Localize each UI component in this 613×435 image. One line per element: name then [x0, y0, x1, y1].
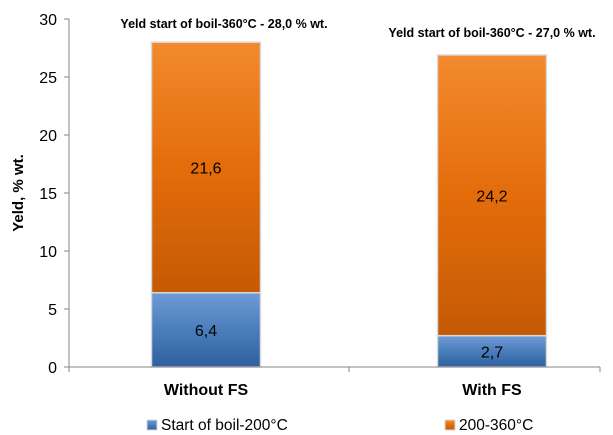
- legend-swatch-start-of-boil-200-c: [146, 419, 158, 431]
- data-label-with-fs-200-360-c: 24,2: [476, 188, 507, 205]
- data-label-with-fs-start-of-boil-200-c: 2,7: [481, 344, 503, 361]
- y-tick-label-5: 5: [48, 302, 57, 319]
- total-annotation-without-fs: Yeld start of boil-360°C - 28,0 % wt.: [120, 17, 327, 31]
- legend: Start of boil-200°C 200-360°C: [146, 417, 533, 434]
- legend-label-start-of-boil-200-c: Start of boil-200°C: [161, 417, 288, 434]
- x-category-label-with-fs: With FS: [462, 382, 522, 399]
- y-tick-label-15: 15: [39, 186, 57, 203]
- legend-swatch-200-360-c: [444, 419, 456, 431]
- total-annotation-with-fs: Yeld start of boil-360°C - 27,0 % wt.: [388, 26, 595, 40]
- y-tick-label-30: 30: [39, 12, 57, 29]
- bar-with-fs-200-360-c: [436, 54, 548, 337]
- data-label-without-fs-start-of-boil-200-c: 6,4: [195, 323, 217, 340]
- y-tick-label-10: 10: [39, 244, 57, 261]
- labels-layer: 6,4 21,6 Without FS Yeld start of boil-360°…: [120, 17, 595, 399]
- y-tick-label-25: 25: [39, 70, 57, 87]
- data-label-without-fs-200-360-c: 21,6: [190, 160, 221, 177]
- y-axis-title: Yeld, % wt.: [10, 154, 27, 232]
- y-tick-label-20: 20: [39, 128, 57, 145]
- bar-without-fs-start-of-boil-200-c: [150, 292, 262, 368]
- y-tick-label-0: 0: [48, 360, 57, 377]
- bar-without-fs-200-360-c: [150, 41, 262, 294]
- legend-label-200-360-c: 200-360°C: [459, 417, 533, 434]
- bars-layer: [150, 41, 548, 368]
- x-category-label-without-fs: Without FS: [164, 382, 249, 399]
- axes-layer: 0 5 10 15 20 25 30: [39, 12, 601, 377]
